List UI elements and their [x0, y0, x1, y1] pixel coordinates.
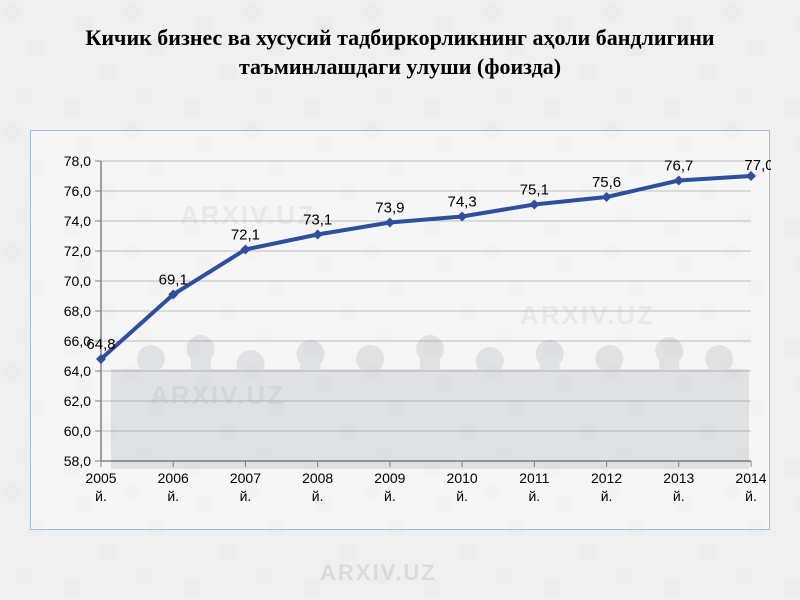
y-tick-label: 68,0: [64, 303, 91, 319]
x-tick-label-sub: й.: [167, 488, 179, 504]
y-tick-label: 72,0: [64, 243, 91, 259]
data-marker: [313, 230, 323, 240]
value-label: 77,0: [744, 157, 771, 174]
x-tick-label: 2007: [230, 470, 261, 486]
y-tick-label: 70,0: [64, 273, 91, 289]
value-label: 69,1: [159, 272, 188, 289]
y-tick-label: 64,0: [64, 363, 91, 379]
value-label: 75,1: [520, 182, 549, 199]
value-label: 72,1: [231, 227, 260, 244]
x-tick-label: 2010: [447, 470, 478, 486]
x-tick-label-sub: й.: [528, 488, 540, 504]
y-tick-label: 74,0: [64, 213, 91, 229]
value-label: 73,1: [303, 212, 332, 229]
x-tick-label: 2011: [519, 470, 549, 486]
value-label: 75,6: [592, 174, 621, 191]
value-label: 74,3: [448, 194, 477, 211]
x-tick-label: 2012: [591, 470, 622, 486]
data-marker: [529, 200, 539, 210]
x-tick-label: 2009: [374, 470, 405, 486]
y-tick-label: 58,0: [64, 453, 91, 469]
x-tick-label-sub: й.: [745, 488, 757, 504]
data-marker: [674, 176, 684, 186]
data-line: [101, 176, 751, 359]
value-label: 64,8: [86, 336, 115, 353]
x-tick-label-sub: й.: [456, 488, 468, 504]
x-tick-label-sub: й.: [312, 488, 324, 504]
y-tick-label: 78,0: [64, 153, 91, 169]
y-tick-label: 76,0: [64, 183, 91, 199]
x-tick-label-sub: й.: [601, 488, 613, 504]
page-title: Кичик бизнес ва хусусий тадбиркорликнинг…: [40, 24, 760, 81]
x-tick-label-sub: й.: [95, 488, 107, 504]
data-marker: [602, 192, 612, 202]
x-tick-label-sub: й.: [673, 488, 685, 504]
y-tick-label: 62,0: [64, 393, 91, 409]
x-tick-label: 2008: [302, 470, 333, 486]
x-tick-label-sub: й.: [240, 488, 252, 504]
x-tick-label: 2006: [158, 470, 189, 486]
value-label: 76,7: [664, 158, 693, 175]
x-tick-label: 2005: [85, 470, 116, 486]
chart-container: 58,060,062,064,066,068,070,072,074,076,0…: [30, 130, 770, 530]
value-label: 73,9: [375, 200, 404, 217]
data-marker: [385, 218, 395, 228]
x-tick-label: 2014: [735, 470, 766, 486]
y-tick-label: 60,0: [64, 423, 91, 439]
line-chart: 58,060,062,064,066,068,070,072,074,076,0…: [31, 131, 771, 531]
x-tick-label: 2013: [663, 470, 694, 486]
x-tick-label-sub: й.: [384, 488, 396, 504]
data-marker: [457, 212, 467, 222]
